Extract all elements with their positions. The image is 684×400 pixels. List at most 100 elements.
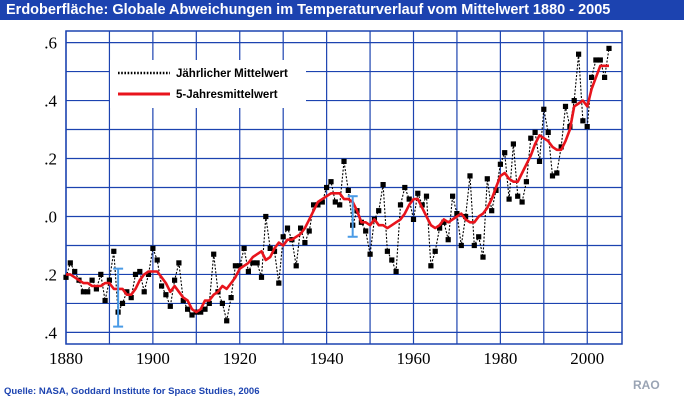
annual-point — [132, 271, 139, 277]
annual-point — [480, 254, 486, 260]
x-tick-label: 1940 — [310, 349, 344, 368]
annual-point — [159, 283, 165, 289]
annual-point — [80, 289, 86, 295]
annual-point — [189, 312, 195, 318]
annual-point — [293, 263, 299, 269]
annual-point — [606, 45, 612, 51]
annual-point — [589, 74, 595, 80]
annual-point — [484, 176, 490, 182]
annual-point — [393, 268, 399, 275]
annual-point — [106, 277, 112, 283]
annual-point — [506, 196, 512, 202]
annual-point — [302, 240, 308, 246]
y-tick-label: .2 — [44, 150, 57, 169]
annual-point — [519, 199, 525, 205]
annual-point — [250, 260, 256, 266]
annual-point — [458, 242, 464, 249]
annual-point — [432, 248, 438, 254]
annual-point — [467, 173, 473, 179]
annual-point — [185, 306, 191, 312]
annual-point — [141, 289, 147, 295]
annual-point — [471, 242, 477, 249]
annual-point — [437, 225, 443, 231]
annual-point — [562, 103, 569, 109]
annual-point — [389, 257, 395, 263]
annual-point — [515, 193, 521, 199]
annual-point — [63, 274, 69, 280]
annual-point — [489, 208, 495, 214]
annual-point — [319, 199, 325, 205]
annual-point — [98, 271, 104, 277]
annual-point — [510, 141, 516, 147]
annual-point — [428, 263, 434, 269]
legend-label-five-year: 5-Jahresmittelwert — [176, 89, 278, 101]
annual-point — [245, 268, 251, 275]
x-tick-label: 1900 — [136, 349, 170, 368]
annual-point — [306, 228, 312, 234]
annual-point — [580, 118, 586, 124]
y-axis: .6 .4 .2 .0 .2 .4 — [44, 34, 57, 343]
annual-point — [341, 158, 347, 164]
annual-point — [445, 237, 451, 243]
x-tick-label: 1980 — [483, 349, 517, 368]
annual-point — [206, 300, 212, 306]
five-year-series-line — [66, 64, 609, 314]
annual-point — [202, 306, 208, 312]
annual-point — [67, 260, 73, 266]
x-tick-label: 1960 — [397, 349, 431, 368]
annual-point — [423, 193, 430, 199]
watermark: RAO — [633, 378, 660, 392]
annual-point — [549, 173, 556, 179]
annual-point — [410, 216, 417, 222]
annual-point — [328, 179, 334, 185]
series-five-year — [66, 64, 609, 314]
legend-box — [110, 60, 306, 108]
y-tick-label: .0 — [44, 207, 57, 226]
y-tick-label: .6 — [44, 34, 57, 53]
series-annual — [63, 45, 612, 324]
legend-label-annual: Jährlicher Mittelwert — [176, 68, 288, 80]
annual-point — [298, 225, 304, 231]
annual-point — [497, 161, 503, 167]
annual-point — [602, 74, 608, 80]
annual-point — [254, 260, 260, 266]
y-tick-label: .2 — [44, 265, 57, 284]
annual-point — [211, 251, 217, 257]
annual-point — [576, 51, 582, 57]
annual-point — [337, 202, 343, 208]
annual-point — [441, 219, 447, 225]
x-tick-label: 1880 — [49, 349, 83, 368]
annual-point — [72, 268, 78, 275]
annual-point — [280, 234, 286, 240]
annual-point — [363, 228, 369, 234]
annual-point — [145, 271, 152, 277]
annual-point — [324, 184, 330, 191]
annual-point — [345, 187, 351, 193]
annual-point — [124, 289, 130, 295]
annual-point — [376, 208, 382, 214]
annual-point — [523, 179, 529, 185]
y-tick-label: .4 — [44, 92, 57, 111]
annual-point — [380, 182, 386, 188]
chart-title: Erdoberfläche: Globale Abweichungen im T… — [0, 0, 684, 20]
annual-point — [89, 277, 95, 283]
annual-point — [593, 57, 599, 63]
annual-point — [267, 245, 273, 251]
annual-point — [276, 280, 282, 286]
annual-point — [102, 297, 108, 304]
annual-point — [454, 211, 460, 217]
annual-point — [402, 184, 408, 191]
annual-point — [198, 309, 204, 315]
annual-point — [406, 196, 412, 202]
annual-point — [154, 257, 160, 263]
annual-point — [172, 277, 178, 283]
annual-point — [219, 300, 225, 306]
y-tick-label: .4 — [44, 323, 57, 342]
annual-point — [137, 268, 143, 275]
annual-point — [150, 245, 156, 251]
annual-point — [532, 129, 538, 135]
annual-point — [541, 106, 547, 112]
annual-point — [419, 202, 425, 208]
legend: Jährlicher Mittelwert 5-Jahresmittelwert — [110, 60, 306, 108]
annual-point — [571, 98, 577, 104]
